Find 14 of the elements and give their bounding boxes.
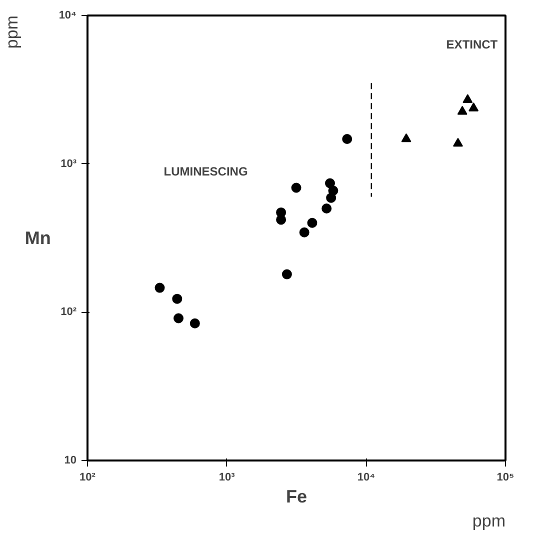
x-axis-title: Fe [286, 486, 308, 506]
y-tick-label: 10 [64, 454, 77, 466]
y-tick-label: 10² [60, 306, 77, 318]
x-tick-label: 10⁴ [357, 472, 376, 484]
x-tick-label: 10⁵ [496, 472, 514, 484]
annotation: EXTINCT [446, 38, 498, 52]
text: ppm [472, 512, 506, 530]
x-tick-label: 10² [80, 472, 96, 484]
y-tick-label: 10³ [60, 158, 77, 170]
annotation: LUMINESCING [164, 164, 248, 178]
x-tick-label: 10³ [218, 472, 236, 484]
y-axis-title: Mn [24, 228, 51, 248]
y-tick-label: 10⁴ [58, 10, 77, 22]
text: ppm [2, 15, 22, 49]
